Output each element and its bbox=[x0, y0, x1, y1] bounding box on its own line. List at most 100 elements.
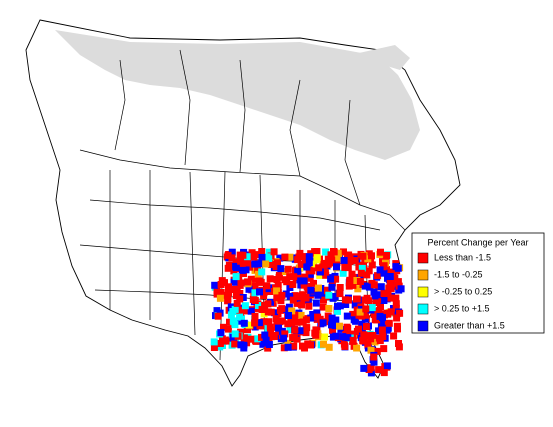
trend-cell bbox=[296, 327, 304, 335]
trend-cell bbox=[392, 300, 400, 308]
trend-cell bbox=[308, 267, 316, 275]
trend-cell bbox=[278, 291, 286, 299]
trend-cell bbox=[357, 269, 365, 277]
trend-cell bbox=[290, 342, 298, 350]
trend-cell bbox=[300, 277, 308, 285]
trend-cell bbox=[332, 332, 340, 340]
trend-cell bbox=[305, 302, 313, 310]
trend-cell bbox=[357, 302, 365, 310]
trend-cell bbox=[255, 319, 263, 327]
trend-cell bbox=[275, 324, 282, 332]
trend-cell bbox=[307, 286, 315, 294]
trend-cell bbox=[336, 290, 344, 298]
trend-cell bbox=[285, 312, 292, 319]
trend-cell bbox=[358, 320, 366, 328]
trend-cell bbox=[376, 337, 384, 345]
trend-cell bbox=[260, 310, 268, 318]
trend-cell bbox=[251, 297, 259, 304]
trend-cell bbox=[367, 346, 375, 354]
trend-cell bbox=[342, 301, 350, 308]
trend-cell bbox=[302, 329, 310, 337]
trend-cell bbox=[380, 290, 388, 297]
trend-cell bbox=[377, 321, 385, 328]
legend-title: Percent Change per Year bbox=[427, 237, 528, 247]
trend-cell bbox=[303, 263, 311, 271]
trend-cell bbox=[228, 254, 236, 262]
trend-cell bbox=[301, 273, 309, 281]
trend-cell bbox=[387, 308, 395, 316]
trend-cell bbox=[251, 260, 259, 268]
trend-cell bbox=[256, 260, 264, 268]
trend-cell bbox=[392, 304, 400, 312]
trend-cell bbox=[370, 288, 378, 296]
trend-cell bbox=[332, 316, 340, 324]
trend-cell bbox=[241, 302, 249, 310]
trend-cell bbox=[251, 282, 259, 290]
trend-cell bbox=[236, 281, 244, 289]
trend-cell bbox=[268, 284, 275, 292]
trend-cell bbox=[232, 273, 240, 281]
trend-cell bbox=[255, 302, 262, 309]
trend-cell bbox=[255, 277, 263, 285]
trend-cell bbox=[315, 264, 323, 272]
trend-cell bbox=[222, 337, 230, 345]
trend-cell bbox=[278, 317, 286, 325]
trend-cell bbox=[358, 264, 366, 272]
trend-cell bbox=[265, 255, 273, 262]
trend-cell bbox=[262, 336, 270, 344]
trend-cell bbox=[291, 326, 299, 334]
trend-cell bbox=[363, 271, 371, 279]
trend-cell bbox=[355, 325, 362, 333]
trend-cell bbox=[353, 295, 361, 303]
trend-cell bbox=[240, 334, 248, 342]
trend-cell bbox=[235, 317, 243, 325]
trend-cell bbox=[254, 265, 262, 273]
trend-cell bbox=[380, 345, 388, 353]
trend-cell bbox=[244, 259, 252, 267]
trend-cell bbox=[311, 248, 319, 256]
trend-cell bbox=[265, 318, 273, 326]
trend-cell bbox=[396, 309, 404, 317]
trend-cell bbox=[298, 301, 306, 309]
trend-cell bbox=[236, 251, 244, 259]
trend-cell bbox=[370, 353, 378, 361]
gray-region bbox=[55, 30, 420, 160]
trend-cell bbox=[248, 249, 256, 257]
trend-cell bbox=[392, 263, 400, 271]
trend-cell bbox=[264, 308, 272, 316]
trend-cell bbox=[365, 283, 373, 291]
legend-label: Less than -1.5 bbox=[434, 252, 491, 262]
trend-cell bbox=[385, 319, 393, 327]
trend-cell bbox=[276, 254, 284, 262]
trend-cell bbox=[273, 276, 281, 283]
trend-cell bbox=[336, 322, 343, 330]
trend-cell bbox=[267, 261, 275, 268]
trend-cell bbox=[283, 306, 291, 314]
trend-cell bbox=[210, 338, 218, 346]
trend-cell bbox=[302, 259, 309, 267]
legend-swatch bbox=[417, 286, 429, 298]
trend-cell bbox=[328, 283, 336, 291]
trend-cell bbox=[253, 335, 261, 343]
trend-cell bbox=[359, 252, 367, 260]
trend-cell bbox=[303, 282, 311, 290]
trend-cell bbox=[258, 268, 266, 276]
trend-cell bbox=[383, 252, 391, 259]
trend-cell bbox=[251, 323, 259, 331]
trend-cell bbox=[341, 296, 349, 304]
legend-swatch bbox=[417, 303, 429, 315]
trend-cell bbox=[325, 305, 333, 312]
gray-region-east bbox=[350, 45, 410, 70]
trend-cell bbox=[243, 253, 251, 261]
trend-cell bbox=[278, 305, 286, 313]
trend-cell bbox=[315, 284, 322, 292]
trend-cell bbox=[333, 263, 340, 271]
trend-cell bbox=[302, 316, 310, 324]
trend-cell bbox=[325, 291, 333, 299]
trend-cell bbox=[224, 325, 232, 333]
trend-cell bbox=[237, 341, 245, 349]
trend-cell bbox=[267, 333, 275, 341]
trend-cell bbox=[232, 262, 240, 270]
trend-cell bbox=[251, 289, 259, 297]
trend-cell bbox=[324, 312, 332, 320]
